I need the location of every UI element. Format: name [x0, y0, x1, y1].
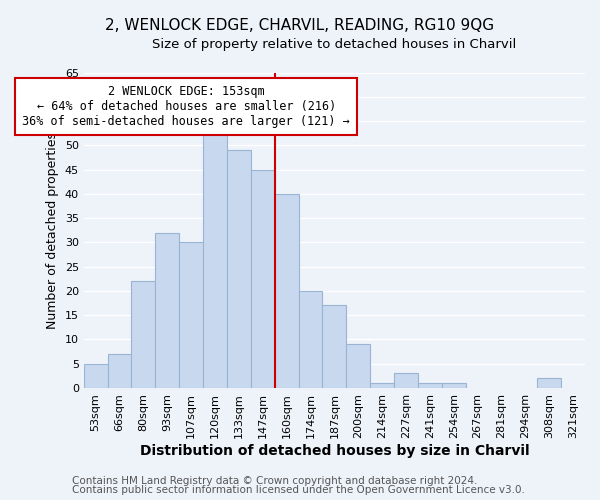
Bar: [227, 150, 251, 388]
Bar: [275, 194, 299, 388]
Bar: [370, 383, 394, 388]
Bar: [346, 344, 370, 388]
Bar: [131, 281, 155, 388]
Bar: [107, 354, 131, 388]
Bar: [203, 126, 227, 388]
Bar: [155, 232, 179, 388]
Text: 2 WENLOCK EDGE: 153sqm
← 64% of detached houses are smaller (216)
36% of semi-de: 2 WENLOCK EDGE: 153sqm ← 64% of detached…: [22, 84, 350, 128]
Text: 2, WENLOCK EDGE, CHARVIL, READING, RG10 9QG: 2, WENLOCK EDGE, CHARVIL, READING, RG10 …: [106, 18, 494, 32]
Bar: [442, 383, 466, 388]
Bar: [322, 306, 346, 388]
X-axis label: Distribution of detached houses by size in Charvil: Distribution of detached houses by size …: [140, 444, 529, 458]
Bar: [299, 291, 322, 388]
Bar: [537, 378, 561, 388]
Y-axis label: Number of detached properties: Number of detached properties: [46, 132, 59, 328]
Text: Contains HM Land Registry data © Crown copyright and database right 2024.: Contains HM Land Registry data © Crown c…: [72, 476, 478, 486]
Bar: [394, 374, 418, 388]
Bar: [251, 170, 275, 388]
Bar: [83, 364, 107, 388]
Title: Size of property relative to detached houses in Charvil: Size of property relative to detached ho…: [152, 38, 517, 51]
Bar: [179, 242, 203, 388]
Bar: [418, 383, 442, 388]
Text: Contains public sector information licensed under the Open Government Licence v3: Contains public sector information licen…: [72, 485, 525, 495]
